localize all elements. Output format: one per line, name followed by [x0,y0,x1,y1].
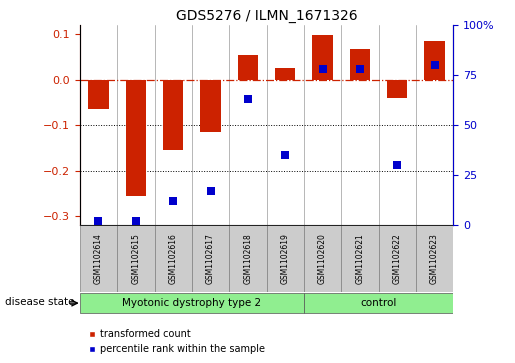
Bar [267,225,304,292]
Point [207,188,215,194]
Bar [126,80,146,196]
Text: GSM1102622: GSM1102622 [393,233,402,284]
Point [132,218,140,224]
Bar [350,49,370,80]
Text: GSM1102621: GSM1102621 [355,233,364,284]
Text: GSM1102615: GSM1102615 [131,233,140,284]
Bar [200,80,221,132]
Text: GSM1102623: GSM1102623 [430,233,439,284]
Point [431,62,439,68]
Point [244,96,252,102]
Bar [154,225,192,292]
Text: GSM1102620: GSM1102620 [318,233,327,284]
Bar [275,68,296,80]
Bar [416,225,453,292]
Point [281,152,289,158]
Title: GDS5276 / ILMN_1671326: GDS5276 / ILMN_1671326 [176,9,357,23]
Text: GSM1102617: GSM1102617 [206,233,215,284]
Text: GSM1102618: GSM1102618 [244,233,252,284]
Bar [237,55,258,80]
Bar [80,225,117,292]
Bar [88,80,109,109]
Bar [341,225,379,292]
Bar [379,225,416,292]
Text: GSM1102614: GSM1102614 [94,233,103,284]
Point [393,162,401,168]
Bar [304,225,341,292]
Bar [312,35,333,80]
Text: disease state: disease state [5,297,75,307]
Legend: transformed count, percentile rank within the sample: transformed count, percentile rank withi… [84,326,269,358]
Bar [304,293,453,313]
Bar [192,225,229,292]
Point [169,198,177,204]
Text: GSM1102619: GSM1102619 [281,233,289,284]
Bar [229,225,267,292]
Bar [80,293,304,313]
Text: control: control [360,298,397,308]
Text: Myotonic dystrophy type 2: Myotonic dystrophy type 2 [122,298,262,308]
Text: GSM1102616: GSM1102616 [169,233,178,284]
Point [318,66,327,72]
Bar [163,80,183,150]
Bar [424,41,445,80]
Bar [387,80,407,98]
Point [94,218,102,224]
Bar [117,225,154,292]
Point [356,66,364,72]
